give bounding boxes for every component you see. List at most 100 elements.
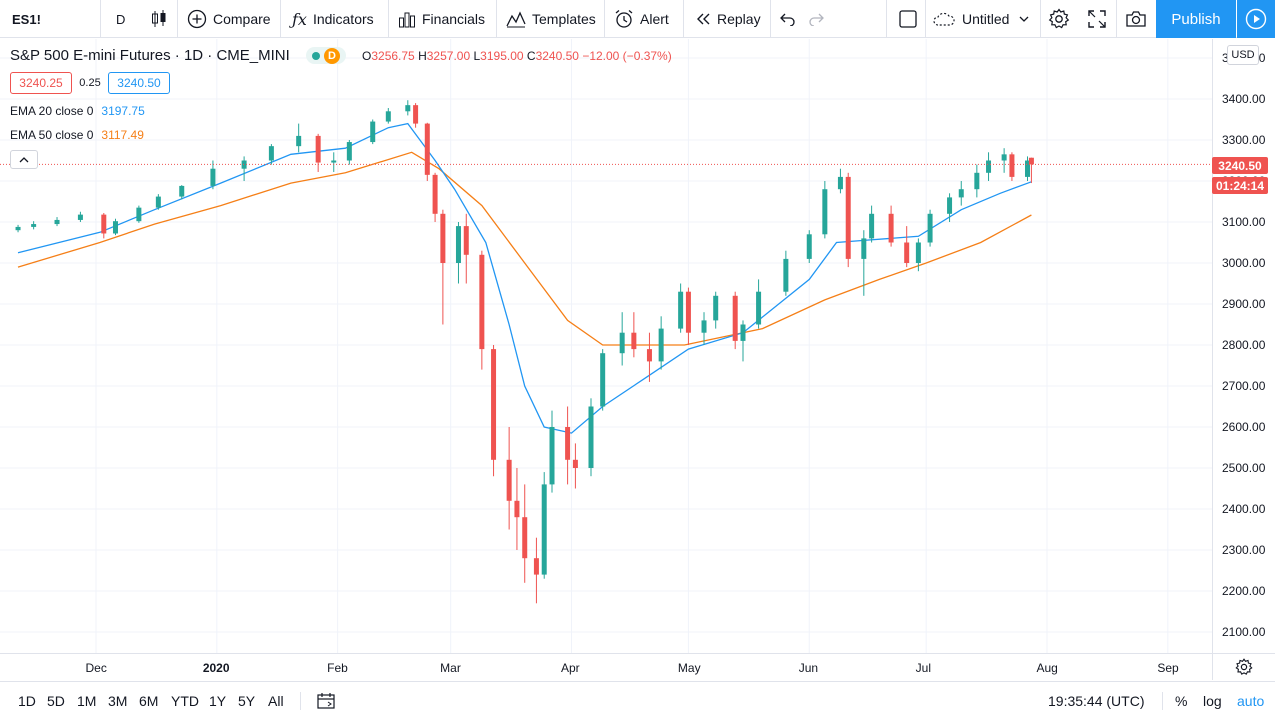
toolbar-divider bbox=[1040, 0, 1041, 38]
ema20-line bbox=[17, 122, 1032, 434]
price-axis[interactable]: 3500.003400.003300.003200.003100.003000.… bbox=[1212, 39, 1275, 653]
candle-body bbox=[565, 427, 571, 460]
candle-body bbox=[658, 328, 664, 362]
candle-body bbox=[600, 353, 606, 407]
candle-body bbox=[549, 427, 555, 485]
time-tick-label: Aug bbox=[1036, 661, 1058, 675]
publish-button[interactable]: Publish bbox=[1156, 0, 1236, 38]
replay-button[interactable]: Replay bbox=[695, 0, 761, 38]
percent-scale-toggle[interactable]: % bbox=[1175, 682, 1187, 720]
candle-body bbox=[15, 226, 21, 231]
range-6m-button[interactable]: 6M bbox=[139, 682, 158, 720]
interval-button[interactable]: D bbox=[116, 0, 125, 38]
compare-button[interactable]: Compare bbox=[187, 0, 271, 38]
toolbar-divider bbox=[683, 0, 684, 38]
candle-body bbox=[958, 189, 964, 198]
goto-date-button[interactable] bbox=[316, 682, 336, 720]
candle-body bbox=[756, 291, 762, 325]
range-all-button[interactable]: All bbox=[268, 682, 284, 720]
collapse-legend-button[interactable] bbox=[10, 150, 38, 169]
chevron-up-icon bbox=[19, 156, 29, 162]
candle-body bbox=[701, 320, 707, 333]
rewind-icon bbox=[697, 13, 710, 25]
chart-settings-corner[interactable] bbox=[1212, 653, 1275, 680]
candle-body bbox=[432, 174, 438, 214]
time-tick-label: Mar bbox=[440, 661, 461, 675]
sell-button[interactable]: 3240.25 bbox=[10, 72, 72, 94]
square-icon bbox=[899, 10, 917, 28]
candle-body bbox=[440, 213, 446, 263]
candle-body bbox=[974, 172, 980, 190]
candle-body bbox=[572, 459, 578, 468]
candle-body bbox=[54, 219, 60, 225]
currency-button[interactable]: USD bbox=[1227, 45, 1259, 65]
range-label: 6M bbox=[139, 693, 159, 709]
range-1y-button[interactable]: 1Y bbox=[209, 682, 226, 720]
last-price-text: 3240.50 bbox=[1218, 158, 1262, 173]
candle-body bbox=[740, 324, 746, 341]
spread-text: 0.25 bbox=[79, 77, 101, 89]
chart-style-button[interactable] bbox=[150, 0, 168, 38]
range-5d-button[interactable]: 5D bbox=[47, 682, 65, 720]
toolbar-divider bbox=[604, 0, 605, 38]
snapshot-button[interactable] bbox=[1125, 0, 1147, 38]
candle-body bbox=[455, 226, 461, 263]
timezone-clock[interactable]: 19:35:44 (UTC) bbox=[1048, 682, 1144, 720]
alert-button[interactable]: Alert bbox=[614, 0, 669, 38]
range-1d-button[interactable]: 1D bbox=[18, 682, 36, 720]
indicators-button[interactable]: ƒx Indicators bbox=[292, 0, 374, 38]
play-button[interactable] bbox=[1237, 0, 1275, 38]
calendar-icon bbox=[317, 693, 335, 709]
candle-body bbox=[822, 189, 828, 235]
gear-icon bbox=[1235, 658, 1253, 675]
time-tick-label: 2020 bbox=[202, 661, 230, 675]
close-value: 3240.50 bbox=[535, 49, 579, 63]
ema20-legend[interactable]: EMA 20 close 0 3197.75 bbox=[10, 104, 145, 118]
candle-body bbox=[646, 349, 652, 362]
range-5y-button[interactable]: 5Y bbox=[238, 682, 255, 720]
range-1m-button[interactable]: 1M bbox=[77, 682, 96, 720]
price-tick-label: 2900.00 bbox=[1222, 297, 1266, 311]
clock-text: 19:35:44 (UTC) bbox=[1048, 693, 1145, 709]
time-axis[interactable]: Dec 2020 Feb Mar Apr May Jun Jul Aug Sep bbox=[0, 653, 1212, 680]
redo-icon bbox=[809, 13, 824, 26]
candle-body bbox=[1028, 157, 1034, 165]
auto-scale-toggle[interactable]: auto bbox=[1237, 682, 1264, 720]
range-label: 1Y bbox=[209, 693, 227, 709]
range-ytd-button[interactable]: YTD bbox=[171, 682, 199, 720]
fullscreen-select-button[interactable] bbox=[898, 0, 918, 38]
log-scale-toggle[interactable]: log bbox=[1203, 682, 1222, 720]
toolbar-divider bbox=[177, 0, 178, 38]
fullscreen-button[interactable] bbox=[1088, 0, 1106, 38]
candle-body bbox=[927, 213, 933, 243]
candle-body bbox=[315, 135, 321, 163]
financials-label: Financials bbox=[422, 11, 486, 27]
market-status-badge[interactable]: D bbox=[306, 47, 346, 64]
candle-body bbox=[405, 105, 411, 112]
layout-menu-button[interactable]: Untitled bbox=[932, 0, 1029, 38]
buy-button[interactable]: 3240.50 bbox=[108, 72, 170, 94]
price-chart[interactable] bbox=[0, 39, 1212, 653]
candle-body bbox=[861, 238, 867, 259]
settings-button[interactable] bbox=[1048, 0, 1070, 38]
range-3m-button[interactable]: 3M bbox=[108, 682, 127, 720]
candle-body bbox=[806, 234, 812, 259]
candle-body bbox=[915, 242, 921, 263]
candle-body bbox=[155, 196, 161, 208]
financials-button[interactable]: Financials bbox=[398, 0, 485, 38]
ema50-legend[interactable]: EMA 50 close 0 3117.49 bbox=[10, 128, 144, 142]
undo-button[interactable] bbox=[780, 0, 796, 38]
alarm-clock-icon bbox=[615, 10, 633, 28]
templates-button[interactable]: Templates bbox=[506, 0, 596, 38]
bar-countdown-tag: 01:24:14 bbox=[1212, 177, 1268, 194]
chart-pane[interactable] bbox=[0, 39, 1212, 653]
toolbar-divider bbox=[100, 0, 101, 38]
redo-button[interactable] bbox=[808, 0, 824, 38]
time-tick-label: May bbox=[677, 661, 701, 675]
candle-body bbox=[77, 214, 83, 220]
symbol-search[interactable]: ES1! bbox=[12, 0, 41, 38]
price-tick-label: 2800.00 bbox=[1222, 338, 1266, 352]
log-label: log bbox=[1203, 693, 1222, 709]
candle-body bbox=[947, 197, 953, 214]
range-label: All bbox=[268, 693, 284, 709]
